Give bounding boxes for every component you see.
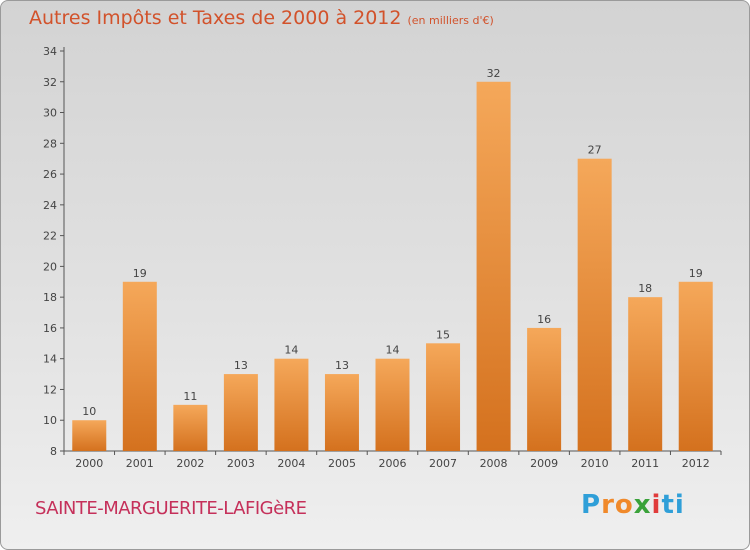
y-tick-label: 32: [43, 76, 57, 89]
data-labels: 10 2000 19 2001 11 2002 13 2003 14 2004 13 2005 14 20…: [75, 67, 709, 470]
data-label: 10: [82, 405, 96, 418]
data-label: 27: [588, 144, 602, 157]
y-tick-label: 8: [50, 445, 57, 458]
chart-subtitle: (en milliers d'€): [407, 14, 494, 27]
bar-2009: [527, 327, 562, 451]
bar-2007: [426, 343, 461, 451]
logo-letter: P: [581, 490, 602, 520]
x-tick-label: 2001: [126, 457, 154, 470]
logo-letter: o: [614, 490, 634, 520]
x-tick-label: 2008: [480, 457, 508, 470]
x-tick-label: 2009: [530, 457, 558, 470]
bar-2012: [678, 281, 713, 451]
data-label: 13: [335, 359, 349, 372]
y-tick-label: 28: [43, 137, 57, 150]
bar-2011: [628, 297, 663, 451]
title-text: Autres Impôts et Taxes de 2000 à 2012: [29, 7, 402, 29]
logo-letter: x: [633, 490, 652, 520]
bar-2001: [122, 281, 157, 451]
bar-2010: [577, 158, 612, 451]
x-tick-label: 2007: [429, 457, 457, 470]
x-tick-label: 2000: [75, 457, 103, 470]
bars: [72, 81, 713, 452]
bar-2006: [375, 358, 410, 451]
x-tick-label: 2003: [227, 457, 255, 470]
y-tick-label: 24: [43, 199, 57, 212]
logo-letter: r: [601, 490, 615, 520]
bar-2000: [72, 420, 107, 451]
y-tick-label: 22: [43, 230, 57, 243]
bar-2005: [324, 374, 359, 451]
data-label: 19: [689, 267, 703, 280]
logo-letter: i: [651, 490, 662, 520]
y-tick-label: 14: [43, 353, 57, 366]
data-label: 19: [133, 267, 147, 280]
bar-2002: [173, 404, 208, 451]
x-tick-label: 2002: [176, 457, 204, 470]
chart-title: Autres Impôts et Taxes de 2000 à 2012 (en…: [29, 7, 494, 29]
y-tick-label: 34: [43, 45, 57, 58]
x-tick-label: 2012: [682, 457, 710, 470]
y-tick-label: 10: [43, 414, 57, 427]
data-label: 15: [436, 328, 450, 341]
y-tick-label: 12: [43, 383, 57, 396]
bar-2003: [223, 374, 258, 451]
data-label: 14: [284, 344, 298, 357]
data-label: 32: [487, 67, 501, 80]
commune-name: SAINTE-MARGUERITE-LAFIGèRE: [35, 498, 307, 519]
proxiti-logo: Proxiti: [581, 490, 685, 520]
y-tick-label: 16: [43, 322, 57, 335]
x-tick-label: 2006: [379, 457, 407, 470]
x-tick-label: 2010: [581, 457, 609, 470]
bar-2004: [274, 358, 309, 451]
data-label: 11: [183, 390, 197, 403]
data-label: 18: [638, 282, 652, 295]
y-tick-label: 18: [43, 291, 57, 304]
y-tick-label: 26: [43, 168, 57, 181]
x-tick-label: 2005: [328, 457, 356, 470]
x-tick-label: 2004: [277, 457, 305, 470]
y-tick-label: 20: [43, 260, 57, 273]
y-tick-label: 30: [43, 107, 57, 120]
bar-2008: [476, 81, 511, 452]
logo-letter: i: [674, 490, 685, 520]
data-label: 16: [537, 313, 551, 326]
data-label: 14: [386, 344, 400, 357]
x-tick-label: 2011: [631, 457, 659, 470]
logo-letter: t: [661, 490, 675, 520]
data-label: 13: [234, 359, 248, 372]
